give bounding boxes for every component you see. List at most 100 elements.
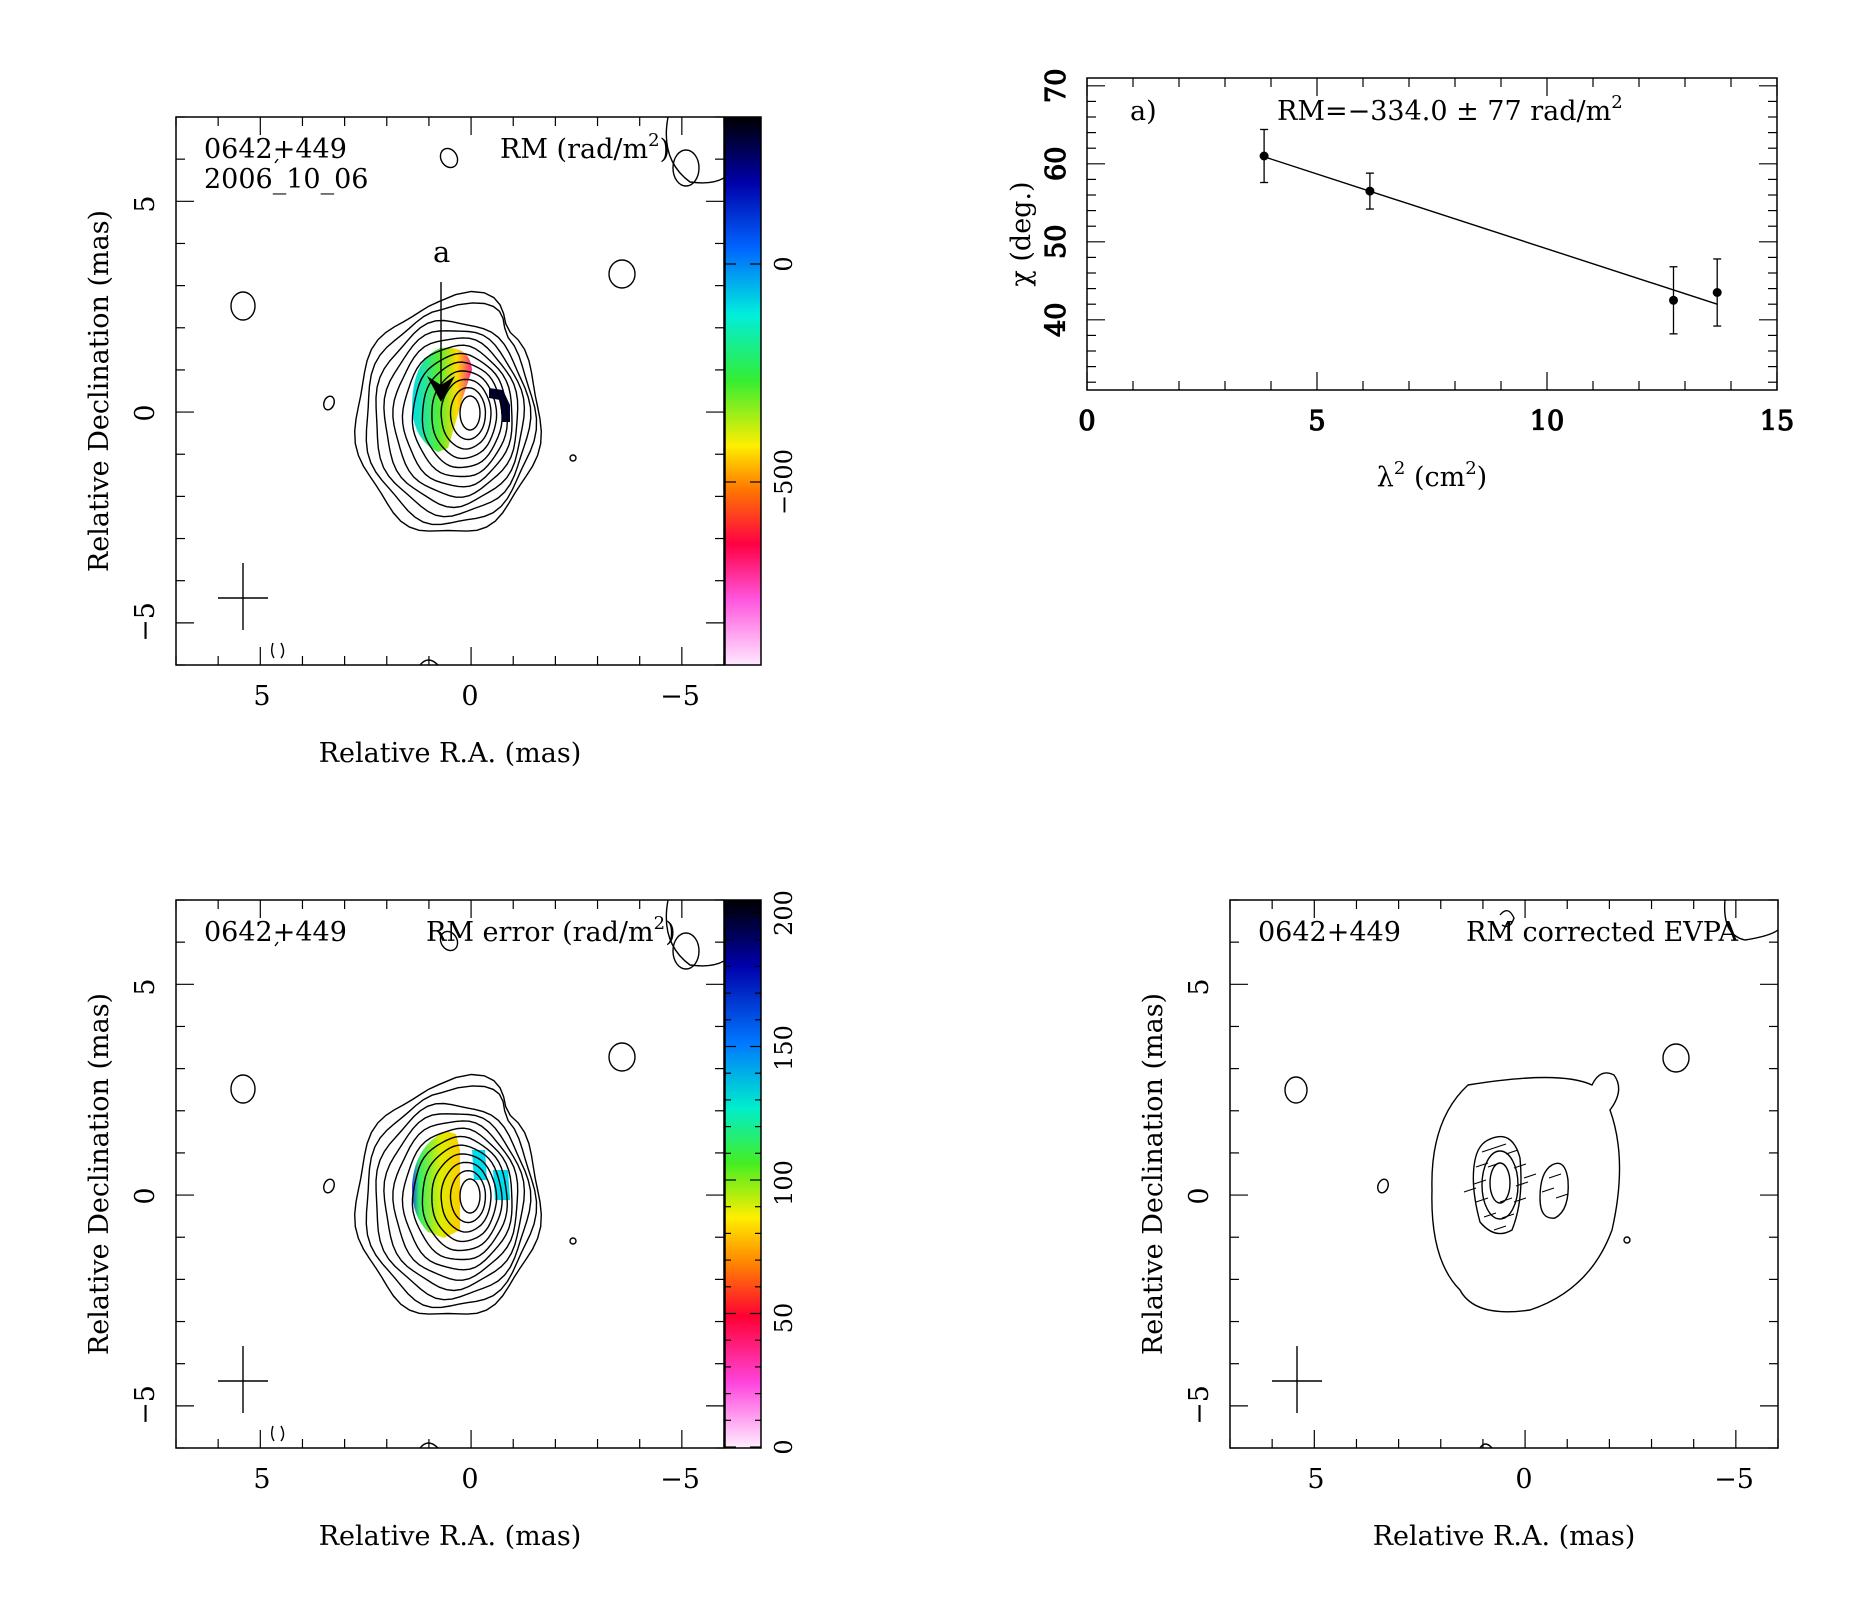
evpa-vector <box>1463 1187 1477 1193</box>
contour-line <box>459 1178 481 1214</box>
rm-map-source: 0642+449 <box>204 134 347 165</box>
contour-line <box>431 1153 498 1243</box>
contour-line <box>353 290 543 532</box>
evpa-vector <box>1487 1162 1501 1168</box>
contour-blob <box>569 1237 577 1245</box>
contour-line <box>392 1120 519 1281</box>
contour-blob <box>672 149 700 187</box>
rm-error-map-ytick: −5 <box>130 1385 161 1425</box>
evpa-vector <box>1523 1173 1537 1179</box>
evpa-map-quantity: RM corrected EVPA <box>1466 917 1738 948</box>
evpa-vector <box>1483 1212 1497 1218</box>
rm-error-colorbar <box>724 899 762 1449</box>
rm-colorbar-tick-label: 0 <box>770 256 798 271</box>
rm-error-map-ytick: 0 <box>130 1187 161 1204</box>
evpa-map-ytick: 0 <box>1184 1187 1215 1204</box>
contour-line <box>411 352 509 478</box>
rm-error-map-ytick: 5 <box>130 978 161 995</box>
rm-map-panel: 0642+449 2006_10_06 RM (rad/m2) a 5 0 −5… <box>84 116 798 769</box>
rm-error-colorbar-tick-label: 50 <box>770 1303 798 1334</box>
evpa-map-contours <box>1284 900 1778 1448</box>
contour-blob <box>665 117 724 184</box>
beam-cross <box>218 563 268 630</box>
rm-colorbar-tick-label: −500 <box>770 449 798 515</box>
evpa-map-xtick: 5 <box>1307 1464 1324 1495</box>
contour-blob <box>230 291 256 321</box>
rm-map-ytick: −5 <box>130 602 161 642</box>
rm-error-color-patch-east <box>493 1170 510 1200</box>
contour-blob <box>323 1178 335 1194</box>
data-point <box>1669 295 1678 305</box>
y-tick-label: 50 <box>1041 225 1072 259</box>
contour-line <box>421 361 503 469</box>
rm-error-map-xtick: 5 <box>253 1464 270 1495</box>
evpa-vector <box>1481 1147 1495 1153</box>
evpa-vector <box>1555 1193 1569 1199</box>
data-point <box>1712 288 1722 297</box>
rm-map-image <box>218 117 724 665</box>
contour-blob <box>323 395 335 411</box>
x-tick-label: 0 <box>1078 406 1095 437</box>
evpa-vector <box>1501 1213 1515 1219</box>
rm-error-colorbar-tick-label: 100 <box>770 1160 798 1206</box>
rm-error-map-source: 0642+449 <box>204 917 347 948</box>
evpa-vector <box>1541 1187 1555 1193</box>
rm-map-marker-label: a <box>433 235 450 269</box>
contour-blob <box>271 642 285 659</box>
contour-blob <box>569 454 577 462</box>
data-point <box>1259 151 1269 161</box>
contour-line <box>401 344 513 488</box>
contour-line <box>375 319 532 518</box>
rm-error-map-xtick: 0 <box>461 1464 478 1495</box>
rm-error-map-frame <box>175 899 725 1449</box>
evpa-vectors <box>1463 1143 1569 1231</box>
contour-line <box>449 386 487 441</box>
rm-map-frame <box>175 116 725 666</box>
contour-blob <box>230 1074 256 1104</box>
evpa-map-xtick: 0 <box>1515 1464 1532 1495</box>
beam-cross <box>218 1346 268 1413</box>
rm-error-map-panel: 0642+449 RM error (rad/m2) 5 0 −5 5 0 −5… <box>84 890 798 1552</box>
evpa-map-ticks <box>1229 899 1779 1449</box>
rm-map-ylabel: Relative Declination (mas) <box>84 210 115 572</box>
evpa-vector <box>1499 1197 1513 1203</box>
contour-line <box>440 1161 492 1233</box>
y-tick-label: 60 <box>1041 147 1072 181</box>
evpa-vector <box>1513 1197 1527 1203</box>
contour-line <box>365 302 538 526</box>
contour-blob <box>608 1042 636 1072</box>
contour-blob <box>271 1425 285 1442</box>
contour-line <box>375 1102 532 1301</box>
evpa-map-panel: 0642+449 RM corrected EVPA 5 0 −5 5 0 −5… <box>1138 899 1779 1552</box>
fit-plot-marks <box>1259 128 1722 335</box>
contour-line <box>411 1135 509 1261</box>
rm-error-colorbar-ticks <box>725 912 761 1448</box>
rm-colorbar <box>724 116 762 666</box>
rm-map-ticks <box>175 116 725 666</box>
fit-plot-rm-text: RM=−334.0 ± 77 rad/m2 <box>1277 92 1623 127</box>
contour-line <box>431 370 498 460</box>
evpa-map-image <box>1272 900 1778 1448</box>
rm-map-xtick: 0 <box>461 681 478 712</box>
rm-map-quantity: RM (rad/m2) <box>500 130 670 165</box>
contour-line <box>392 337 519 498</box>
contour-line <box>401 1127 513 1271</box>
x-tick-label: 10 <box>1530 406 1564 437</box>
rm-error-map-ylabel: Relative Declination (mas) <box>84 993 115 1355</box>
evpa-vector <box>1475 1162 1489 1168</box>
evpa-map-xlabel: Relative R.A. (mas) <box>1373 1521 1636 1552</box>
rm-map-epoch: 2006_10_06 <box>204 164 368 195</box>
rm-error-colorbar-tick-label: 200 <box>770 890 798 936</box>
y-tick-label: 40 <box>1041 303 1072 337</box>
rm-error-map-image <box>218 900 724 1448</box>
fit-plot-label: a) <box>1130 96 1157 127</box>
evpa-vector <box>1475 1197 1489 1203</box>
contour-blob <box>665 900 724 967</box>
contour-line <box>440 378 492 450</box>
y-tick-label: 70 <box>1041 69 1072 103</box>
rm-map-xtick: −5 <box>660 681 700 712</box>
evpa-vector <box>1515 1181 1529 1187</box>
evpa-vector <box>1548 1173 1562 1179</box>
